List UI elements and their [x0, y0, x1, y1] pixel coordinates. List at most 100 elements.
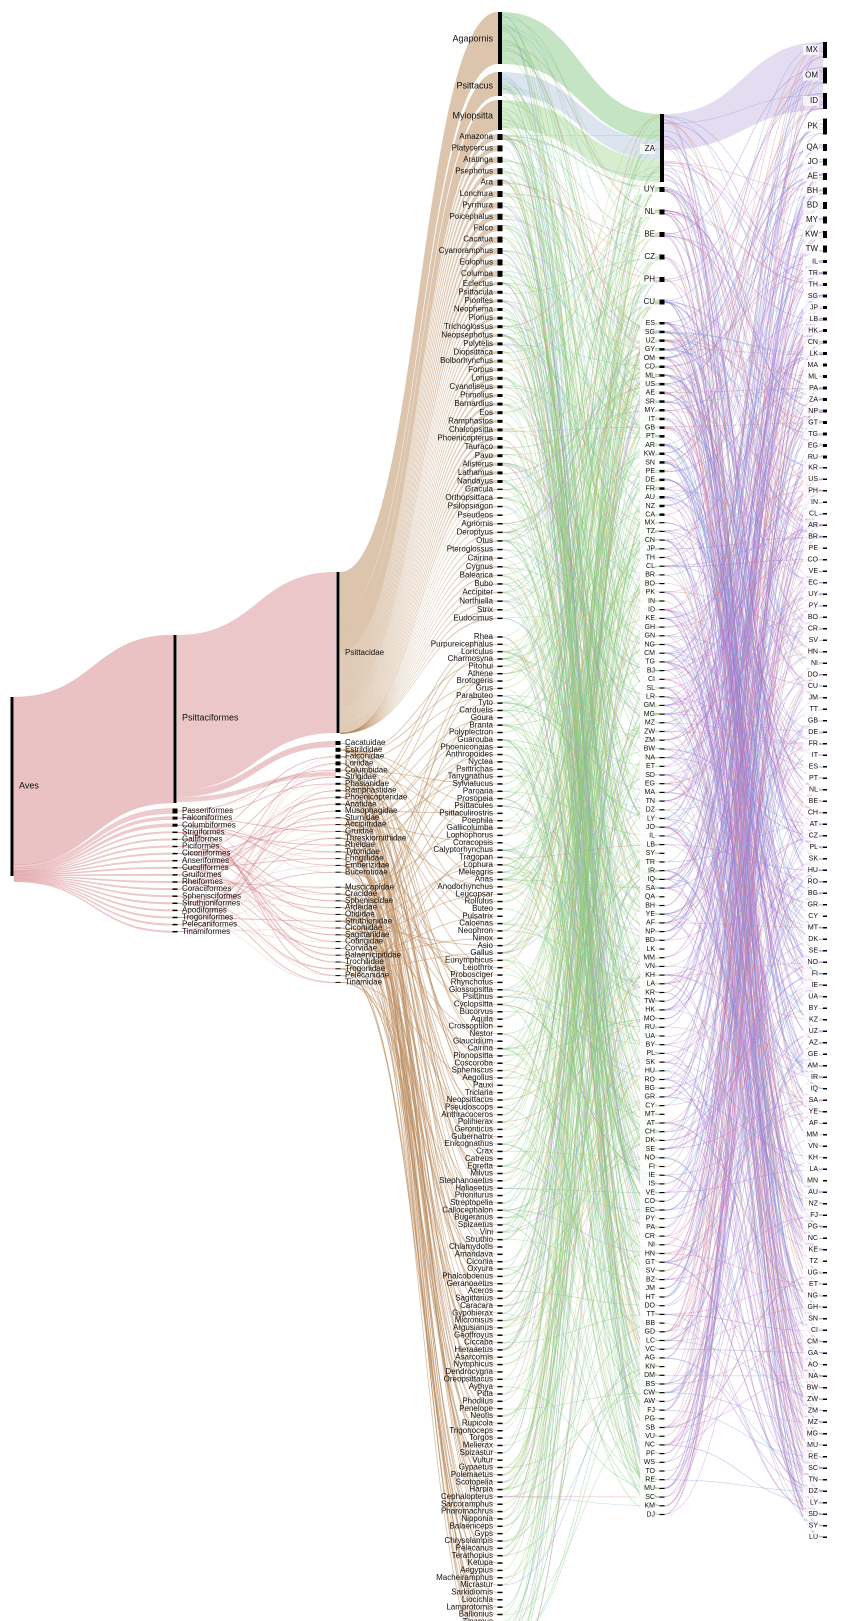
- flow-exporter-importer: [663, 271, 824, 506]
- flow-genus-exporter: [501, 505, 661, 1037]
- node-label-imp-sc: SC: [808, 1465, 818, 1472]
- flow-genus-exporter: [501, 843, 661, 1483]
- node-bar-imp-ma: [823, 363, 827, 367]
- flow-genus-exporter: [501, 1004, 661, 1176]
- flow-exporter-importer: [663, 1262, 824, 1491]
- node-bar-exp-bw: [659, 748, 665, 750]
- flow-exporter-importer: [663, 135, 824, 951]
- flow-genus-exporter: [501, 135, 661, 189]
- flow-exporter-importer: [663, 323, 824, 436]
- node-label-imp-iq: IQ: [811, 1086, 819, 1093]
- flow-exporter-importer: [663, 809, 824, 1354]
- flow-family-chrysolampis: [339, 763, 499, 1542]
- flow-exporter-importer: [663, 791, 824, 906]
- label-bg: [640, 1231, 655, 1242]
- flow-genus-exporter: [501, 256, 661, 1557]
- node-label-imp-np: NP: [808, 408, 818, 415]
- flow-genus-exporter: [501, 870, 661, 1050]
- flow-exporter-importer: [663, 559, 824, 568]
- node-bar-exp-vu: [659, 1435, 665, 1437]
- flow-psittacidae-ara: [340, 179, 498, 668]
- label-bg: [640, 1187, 655, 1198]
- flow-exporter-importer: [663, 489, 824, 538]
- flow-exporter-importer: [663, 696, 824, 952]
- flow-exporter-importer: [663, 300, 824, 1446]
- flow-genus-exporter: [501, 530, 661, 674]
- flow-genus-exporter: [501, 403, 661, 1393]
- node-label-chrysolampis: Chrysolampis: [445, 1536, 493, 1545]
- flow-order-strigidae: [176, 776, 337, 855]
- label-bg: [640, 1309, 655, 1320]
- label-bg: [640, 1170, 655, 1181]
- node-bar-galliformes: [172, 838, 178, 841]
- flow-genus-exporter: [501, 210, 661, 593]
- node-label-exp-tw: TW: [644, 998, 655, 1005]
- flow-exporter-importer: [663, 409, 824, 1159]
- node-label-cyclopsitta: Cyclopsitta: [454, 1000, 494, 1009]
- label-bg: [640, 622, 655, 633]
- flow-genus-exporter: [501, 227, 661, 1124]
- flow-exporter-importer: [663, 1278, 824, 1400]
- label-bg: [803, 784, 819, 795]
- node-bar-cacatua: [497, 236, 503, 243]
- flow-order-tinamidae: [176, 902, 337, 983]
- node-bar-cairina: [497, 557, 503, 559]
- node-bar-imp-lb: [823, 317, 827, 321]
- flow-exporter-importer: [663, 1157, 824, 1527]
- label-bg: [640, 448, 655, 459]
- label-bg: [803, 704, 819, 715]
- node-bar-imp-ir: [823, 1076, 827, 1078]
- flow-genus-exporter: [501, 136, 661, 1454]
- node-bar-exp-pt: [659, 435, 665, 438]
- node-bar-bugeranus: [497, 1216, 503, 1219]
- label-bg: [640, 297, 655, 307]
- flow-psittacidae-poicephalus: [340, 213, 498, 678]
- node-bar-amazona: [497, 134, 503, 140]
- node-label-exp-co: CO: [645, 1198, 656, 1205]
- label-bg: [803, 1118, 819, 1129]
- flow-exporter-importer: [663, 322, 824, 1526]
- flow-exporter-importer: [663, 119, 824, 819]
- node-bar-otididae: [335, 913, 341, 915]
- node-bar-struthionidae: [335, 920, 341, 922]
- label-bg: [803, 1417, 819, 1428]
- node-label-cacatua: Cacatua: [463, 235, 493, 244]
- node-bar-coscoroba: [497, 1062, 503, 1064]
- flow-genus-exporter: [501, 1017, 661, 1122]
- flow-genus-exporter: [501, 135, 661, 1167]
- node-label-exp-kw: KW: [644, 451, 656, 458]
- node-label-imp-cn: CN: [808, 339, 818, 346]
- flow-family-pionopsitta: [339, 914, 499, 1057]
- label-bg: [640, 1500, 655, 1511]
- flow-exporter-importer: [663, 961, 824, 1124]
- node-label-bubo: Bubo: [474, 579, 493, 588]
- flow-exporter-importer: [663, 696, 824, 768]
- node-label-paroaria: Paroaria: [463, 786, 494, 795]
- flow-genus-exporter: [501, 650, 661, 915]
- node-label-exp-hu: HU: [645, 1068, 655, 1075]
- flow-exporter-importer: [663, 1062, 824, 1170]
- node-label-psephotus: Psephotus: [455, 166, 493, 175]
- node-label-buteo: Buteo: [472, 904, 493, 913]
- label-bg: [803, 842, 819, 853]
- flow-psittacidae-cyanoliseus: [340, 385, 498, 716]
- node-label-ardeidae: Ardeidae: [345, 903, 378, 912]
- flow-genus-exporter: [501, 156, 661, 1454]
- node-label-barnardius: Barnardius: [454, 399, 493, 408]
- flow-exporter-importer: [663, 236, 824, 1491]
- node-label-nandayus: Nandayus: [457, 477, 493, 486]
- node-label-imp-jo: JO: [808, 157, 818, 166]
- node-label-imp-gh: GH: [808, 1304, 819, 1311]
- node-label-imp-sk: SK: [809, 856, 819, 863]
- flow-exporter-importer: [663, 213, 824, 802]
- label-bg: [640, 891, 655, 902]
- flow-exporter-importer: [663, 859, 824, 1097]
- flow-exporter-importer: [663, 1244, 824, 1400]
- flow-exporter-importer: [663, 674, 824, 784]
- node-bar-exp-ir: [659, 870, 665, 872]
- flow-genus-exporter: [501, 140, 661, 880]
- label-bg: [640, 848, 655, 859]
- node-label-psittrichas: Psittrichas: [456, 764, 493, 773]
- flow-exporter-importer: [663, 696, 824, 1102]
- node-label-gruiformes: Gruiformes: [182, 870, 222, 879]
